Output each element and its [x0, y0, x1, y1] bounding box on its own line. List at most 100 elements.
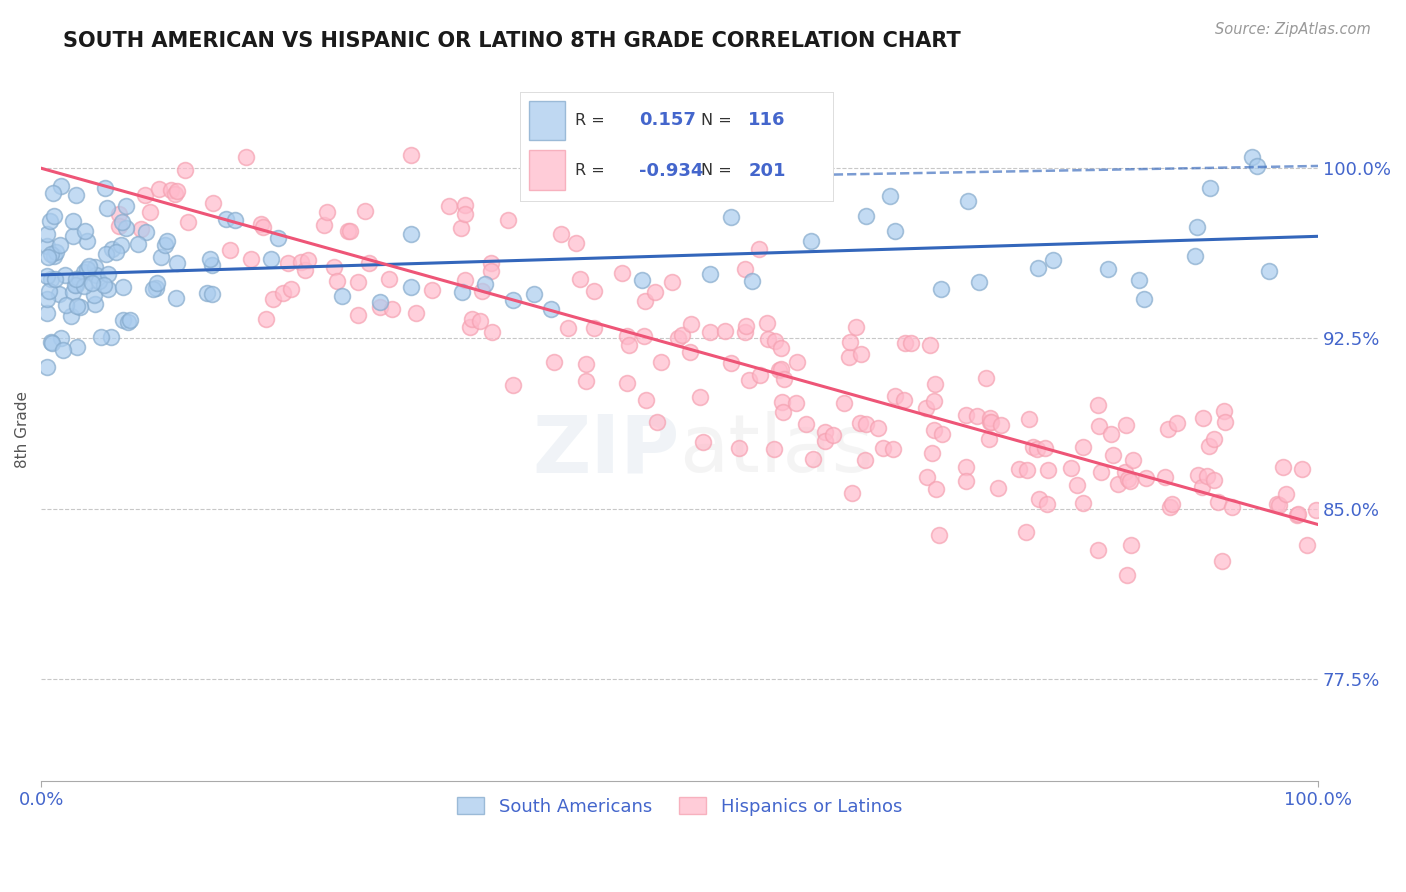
- Point: [645, 415, 668, 429]
- Point: [728, 441, 751, 455]
- Point: [65, 277, 87, 292]
- Point: [803, 452, 825, 467]
- Point: [135, 225, 157, 239]
- Point: [1215, 415, 1237, 429]
- Point: [1166, 416, 1188, 430]
- Point: [323, 260, 346, 274]
- Point: [737, 373, 759, 387]
- Point: [1204, 473, 1226, 487]
- Point: [496, 213, 519, 227]
- Point: [145, 281, 167, 295]
- Point: [326, 274, 349, 288]
- Point: [841, 485, 863, 500]
- Point: [76, 262, 98, 277]
- Point: [1099, 427, 1122, 442]
- Point: [39, 334, 62, 349]
- Point: [720, 210, 742, 224]
- Point: [748, 242, 770, 256]
- Point: [37, 239, 59, 253]
- Point: [215, 212, 238, 227]
- Point: [94, 181, 117, 195]
- Point: [100, 329, 122, 343]
- Point: [557, 321, 579, 335]
- Point: [65, 188, 87, 202]
- Point: [314, 218, 336, 232]
- Point: [502, 377, 524, 392]
- Point: [838, 350, 860, 364]
- Point: [62, 213, 84, 227]
- Point: [931, 427, 953, 442]
- Point: [956, 194, 979, 208]
- Point: [260, 252, 283, 266]
- Point: [378, 272, 401, 286]
- Point: [77, 259, 100, 273]
- Point: [252, 220, 274, 235]
- Point: [146, 277, 169, 291]
- Point: [1119, 474, 1142, 488]
- Point: [1073, 440, 1095, 454]
- Point: [1206, 495, 1229, 509]
- Point: [110, 215, 132, 229]
- Point: [357, 256, 380, 270]
- Point: [583, 320, 606, 334]
- Point: [346, 308, 368, 322]
- Point: [450, 220, 472, 235]
- Point: [785, 395, 807, 409]
- Point: [574, 358, 596, 372]
- Point: [250, 217, 273, 231]
- Point: [42, 249, 65, 263]
- Point: [543, 354, 565, 368]
- Point: [634, 392, 657, 407]
- Point: [142, 281, 165, 295]
- Point: [401, 227, 423, 241]
- Point: [139, 204, 162, 219]
- Point: [235, 150, 257, 164]
- Point: [290, 255, 312, 269]
- Point: [1116, 568, 1139, 582]
- Point: [1220, 500, 1243, 514]
- Point: [1286, 508, 1309, 522]
- Point: [1185, 220, 1208, 235]
- Point: [354, 204, 377, 219]
- Point: [1187, 467, 1209, 482]
- Point: [44, 209, 66, 223]
- Point: [166, 184, 188, 198]
- Point: [254, 312, 277, 326]
- Point: [67, 272, 90, 286]
- Point: [73, 265, 96, 279]
- Point: [44, 272, 66, 286]
- Point: [267, 231, 290, 245]
- Point: [134, 187, 156, 202]
- Point: [160, 183, 183, 197]
- Point: [177, 215, 200, 229]
- Point: [813, 425, 835, 439]
- Point: [925, 483, 948, 497]
- Point: [735, 318, 758, 333]
- Point: [929, 282, 952, 296]
- Point: [381, 301, 404, 316]
- Point: [849, 346, 872, 360]
- Point: [87, 274, 110, 288]
- Point: [59, 309, 82, 323]
- Point: [922, 423, 945, 437]
- Point: [195, 285, 218, 300]
- Point: [112, 280, 135, 294]
- Point: [454, 207, 477, 221]
- Point: [280, 282, 302, 296]
- Point: [671, 328, 693, 343]
- Point: [734, 325, 756, 339]
- Point: [202, 196, 225, 211]
- Point: [883, 389, 905, 403]
- Point: [1038, 463, 1060, 477]
- Point: [96, 202, 118, 216]
- Point: [979, 411, 1001, 425]
- Point: [1274, 487, 1296, 501]
- Point: [454, 273, 477, 287]
- Point: [1159, 500, 1181, 515]
- Point: [337, 224, 360, 238]
- Point: [460, 319, 482, 334]
- Point: [127, 237, 149, 252]
- Point: [979, 432, 1001, 446]
- Point: [872, 441, 894, 455]
- Point: [240, 252, 263, 266]
